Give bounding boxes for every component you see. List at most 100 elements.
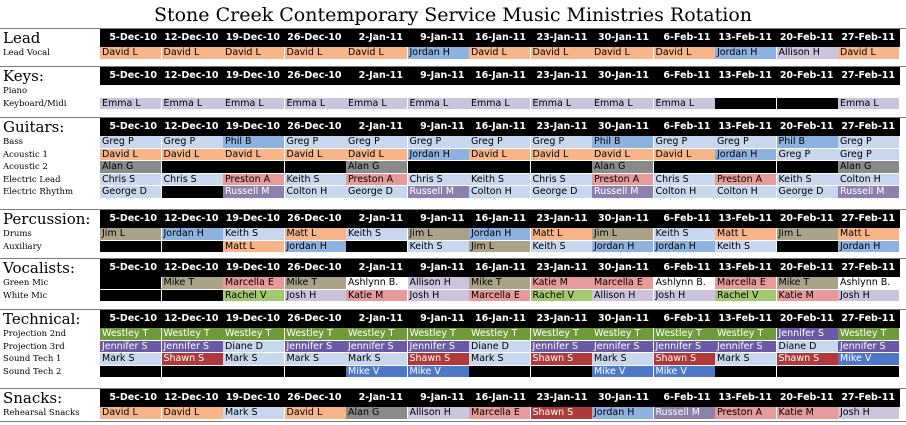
schedule-cell: Keith S — [469, 173, 531, 187]
date-header: 13-Feb-11 — [715, 259, 777, 277]
date-header: 13-Feb-11 — [715, 210, 777, 228]
schedule-cell: Greg P — [715, 136, 777, 149]
date-header: 13-Feb-11 — [715, 29, 777, 47]
date-header: 19-Dec-10 — [223, 259, 285, 277]
section-heading: Technical: — [3, 310, 81, 328]
schedule-cell: George D — [100, 186, 162, 199]
schedule-cell: Greg P — [346, 136, 408, 149]
schedule-cell: Mike T — [161, 277, 224, 290]
schedule-cell: Mark S — [223, 407, 285, 420]
date-header: 19-Dec-10 — [223, 389, 285, 407]
date-header: 20-Feb-11 — [776, 29, 839, 47]
date-header: 12-Dec-10 — [161, 389, 224, 407]
schedule-cell: Emma L — [469, 97, 531, 111]
date-header: 23-Jan-11 — [530, 259, 593, 277]
date-header: 19-Dec-10 — [223, 210, 285, 228]
date-header: 23-Jan-11 — [530, 29, 593, 47]
date-header: 2-Jan-11 — [346, 259, 408, 277]
schedule-cell: Russell M — [592, 186, 654, 199]
schedule-cell: Greg P — [776, 148, 839, 162]
date-header: 2-Jan-11 — [346, 118, 408, 136]
schedule-cell: Alan G — [100, 161, 162, 174]
schedule-cell: Jennifer S — [776, 328, 839, 341]
schedule-cell — [161, 240, 224, 254]
schedule-cell: Keith S — [346, 228, 408, 241]
row-label: Auxiliary — [3, 241, 42, 252]
date-header: 20-Feb-11 — [776, 310, 839, 328]
schedule-cell: David L — [284, 148, 347, 162]
schedule-cell: Matt L — [223, 240, 285, 254]
schedule-cell: Shawn S — [653, 353, 716, 366]
schedule-cell: Westley T — [530, 328, 593, 341]
schedule-cell — [100, 277, 162, 290]
date-header: 9-Jan-11 — [407, 389, 470, 407]
schedule-cell: Keith S — [776, 173, 839, 187]
schedule-cell: Josh H — [407, 289, 470, 303]
schedule-cell: Ashlynn B. — [653, 277, 716, 290]
date-header: 6-Feb-11 — [653, 29, 716, 47]
date-header: 12-Dec-10 — [161, 118, 224, 136]
section-heading: Vocalists: — [3, 259, 75, 277]
date-header: 26-Dec-10 — [284, 67, 347, 85]
date-header: 23-Jan-11 — [530, 118, 593, 136]
schedule-cell: Greg P — [161, 136, 224, 149]
date-header: 16-Jan-11 — [469, 29, 531, 47]
date-header: 6-Feb-11 — [653, 259, 716, 277]
date-header: 6-Feb-11 — [653, 310, 716, 328]
date-header: 26-Dec-10 — [284, 389, 347, 407]
schedule-cell: Jordan H — [715, 47, 777, 60]
schedule-cell: Colton H — [284, 186, 347, 199]
schedule-cell: Westley T — [715, 328, 777, 341]
date-header: 23-Jan-11 — [530, 389, 593, 407]
date-header: 9-Jan-11 — [407, 259, 470, 277]
schedule-cell: Jim L — [407, 228, 470, 241]
schedule-cell: Diane D — [469, 340, 531, 354]
date-header: 16-Jan-11 — [469, 389, 531, 407]
date-header: 5-Dec-10 — [100, 310, 162, 328]
date-header: 16-Jan-11 — [469, 118, 531, 136]
date-header: 16-Jan-11 — [469, 310, 531, 328]
schedule-cell: Jim L — [776, 228, 839, 241]
schedule-cell — [715, 85, 777, 98]
schedule-cell: David L — [653, 148, 716, 162]
schedule-cell: Emma L — [407, 97, 470, 111]
schedule-cell: Chris S — [100, 173, 162, 187]
schedule-cell: Keith S — [715, 240, 777, 254]
schedule-cell: Chris S — [161, 173, 224, 187]
date-header: 5-Dec-10 — [100, 67, 162, 85]
schedule-cell: Mike V — [346, 365, 408, 379]
schedule-cell: Westley T — [223, 328, 285, 341]
schedule-cell — [161, 365, 224, 379]
schedule-cell: Allison H — [407, 277, 470, 290]
schedule-cell — [776, 97, 839, 111]
date-header: 6-Feb-11 — [653, 67, 716, 85]
schedule-cell: David L — [223, 47, 285, 60]
schedule-cell — [838, 365, 900, 379]
schedule-cell: Shawn S — [161, 353, 224, 366]
schedule-cell: Emma L — [346, 97, 408, 111]
schedule-cell: Josh H — [838, 289, 900, 303]
date-header: 27-Feb-11 — [838, 118, 900, 136]
schedule-cell: Colton H — [653, 186, 716, 199]
schedule-cell: David L — [469, 47, 531, 60]
row-label: Projection 3rd — [3, 341, 65, 352]
date-header: 12-Dec-10 — [161, 310, 224, 328]
schedule-cell: Keith S — [407, 240, 470, 254]
schedule-cell: Mike V — [653, 365, 716, 379]
schedule-cell: David L — [653, 47, 716, 60]
schedule-cell: Mike V — [592, 365, 654, 379]
date-header: 30-Jan-11 — [592, 118, 654, 136]
schedule-cell: David L — [161, 407, 224, 420]
schedule-cell: David L — [838, 47, 900, 60]
schedule-cell: Jordan H — [592, 240, 654, 254]
schedule-cell: Katie M — [776, 289, 839, 303]
date-header: 9-Jan-11 — [407, 118, 470, 136]
schedule-cell: Shawn S — [530, 407, 593, 420]
schedule-cell: Jordan H — [592, 407, 654, 420]
schedule-cell — [838, 85, 900, 98]
date-header: 12-Dec-10 — [161, 29, 224, 47]
date-header: 26-Dec-10 — [284, 210, 347, 228]
schedule-cell: Jim L — [592, 228, 654, 241]
date-header: 19-Dec-10 — [223, 67, 285, 85]
schedule-cell — [284, 365, 347, 379]
